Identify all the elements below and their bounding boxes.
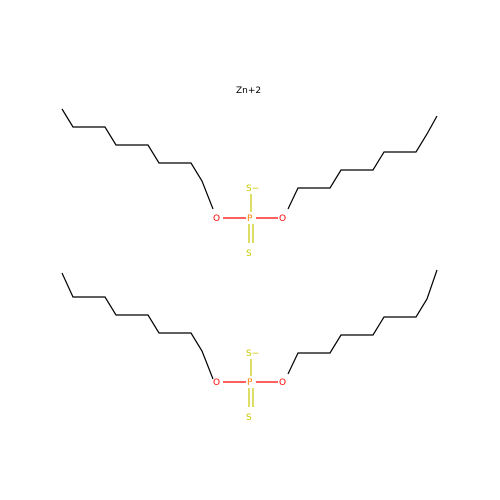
thiolate-label: S−	[246, 349, 259, 359]
sulfur-label: S	[246, 249, 252, 259]
octyl-chain-left	[61, 108, 214, 210]
oxygen-left-label: O	[213, 214, 220, 224]
octyl-chain-right	[287, 115, 438, 210]
oxygen-left-label: O	[213, 378, 220, 388]
sulfur-label: S	[246, 413, 252, 423]
zinc-ion-label: Zn+2	[236, 86, 261, 96]
phosphorus-label: P	[247, 214, 253, 224]
oxygen-right-label: O	[279, 214, 286, 224]
dithiophosphate-lower: O P O S− S	[61, 269, 438, 423]
octyl-chain-left	[61, 272, 214, 380]
dithiophosphate-upper: O P O S− S	[61, 108, 438, 259]
oxygen-right-label: O	[279, 378, 286, 388]
thiolate-label: S−	[246, 184, 259, 194]
octyl-chain-right	[287, 269, 438, 375]
phosphorus-label: P	[247, 378, 253, 388]
